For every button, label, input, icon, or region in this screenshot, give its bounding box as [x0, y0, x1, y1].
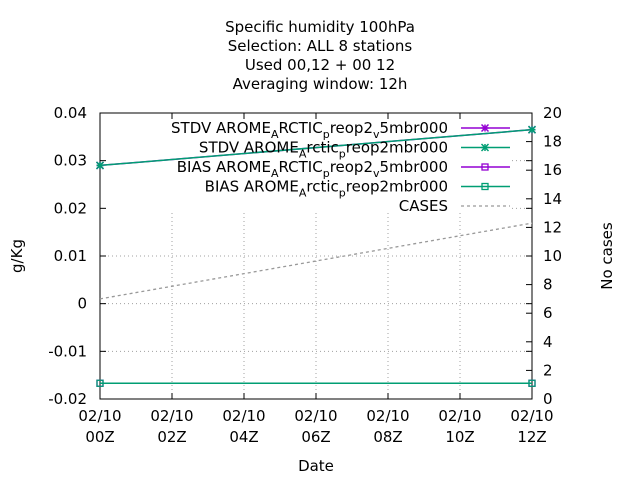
y2-axis-label: No cases — [598, 222, 616, 290]
x-tick-hour: 08Z — [373, 428, 402, 446]
legend-label-subscript: A — [271, 167, 279, 180]
y2-tick-label: 10 — [543, 247, 562, 265]
marker-stroke — [527, 125, 537, 134]
x-tick-date: 02/10 — [222, 407, 265, 425]
x-tick-date: 02/10 — [78, 407, 121, 425]
series-line-4 — [99, 222, 533, 300]
x-tick-hour: 04Z — [229, 428, 258, 446]
legend-swatch-marker — [481, 182, 489, 191]
y2-tick-label: 2 — [543, 361, 553, 379]
legend-label: CASES — [399, 197, 448, 215]
x-tick-hour: 06Z — [301, 428, 330, 446]
legend-label-subscript: A — [299, 187, 307, 200]
chart-title-line: Used 00,12 + 00 12 — [245, 56, 395, 74]
legend-label-part: CASES — [399, 197, 448, 215]
legend-label: STDV AROMEArcticpreop2mbr000 — [199, 139, 448, 161]
y2-tick-label: 16 — [543, 161, 562, 179]
marker-stroke — [95, 161, 105, 170]
x-axis-label: Date — [298, 457, 334, 475]
series-3-point — [96, 379, 104, 387]
legend-label-part: reop2mbr000 — [346, 139, 448, 157]
x-tick-date: 02/10 — [150, 407, 193, 425]
y2-tick-label: 0 — [543, 390, 553, 408]
y2-tick-label: 20 — [543, 104, 562, 122]
legend-label-part: rctic — [306, 178, 338, 196]
y2-tick-label: 8 — [543, 276, 553, 294]
legend-label-part: BIAS AROME — [205, 178, 299, 196]
x-tick-hour: 00Z — [85, 428, 114, 446]
chart-title-line: Selection: ALL 8 stations — [228, 37, 413, 55]
series-1-point — [527, 125, 537, 134]
x-tick-date: 02/10 — [510, 407, 553, 425]
y2-tick-label: 6 — [543, 304, 553, 322]
x-tick-hour: 10Z — [445, 428, 474, 446]
legend-swatch-marker — [481, 163, 489, 171]
legend-label-subscript: p — [339, 148, 346, 161]
legend-label-part: 5mbr000 — [380, 119, 448, 137]
legend-label-subscript: p — [323, 167, 330, 180]
legend-label-subscript: p — [323, 128, 330, 141]
legend-label-part: BIAS AROME — [177, 158, 271, 176]
legend-label-subscript: A — [271, 128, 279, 141]
y-tick-label: 0 — [77, 295, 87, 313]
legend-label-part: 5mbr000 — [380, 158, 448, 176]
y2-tick-label: 14 — [543, 190, 562, 208]
chart-title-line: Specific humidity 100hPa — [225, 18, 415, 36]
legend-label-subscript: p — [339, 187, 346, 200]
series-1-point — [95, 161, 105, 170]
legend-label-part: RCTIC — [278, 158, 322, 176]
y-tick-label: 0.02 — [54, 199, 87, 217]
legend-label-part: STDV AROME — [199, 139, 299, 157]
marker-stroke — [480, 123, 490, 133]
y-tick-label: 0.03 — [54, 152, 87, 170]
y-axis-label: g/Kg — [8, 239, 26, 273]
legend-label-subscript: v — [373, 128, 380, 141]
x-tick-date: 02/10 — [366, 407, 409, 425]
legend-label-subscript: v — [373, 167, 380, 180]
y-tick-label: 0.01 — [54, 247, 87, 265]
y-tick-label: -0.02 — [48, 390, 87, 408]
x-tick-hour: 12Z — [517, 428, 546, 446]
y-tick-label: -0.01 — [48, 342, 87, 360]
legend-swatch-marker — [480, 143, 490, 152]
y-tick-label: 0.04 — [54, 104, 87, 122]
y2-tick-label: 18 — [543, 133, 562, 151]
legend-label-part: reop2 — [330, 119, 373, 137]
x-tick-hour: 02Z — [157, 428, 186, 446]
x-tick-date: 02/10 — [294, 407, 337, 425]
series-3-point — [528, 379, 536, 387]
legend-label-part: rctic — [306, 139, 338, 157]
legend-label: BIAS AROMEArcticpreop2mbr000 — [205, 178, 448, 200]
legend-swatch-marker — [480, 123, 490, 133]
y2-tick-label: 12 — [543, 218, 562, 236]
y2-tick-label: 4 — [543, 333, 553, 351]
marker-stroke — [480, 143, 490, 152]
legend-label-part: reop2mbr000 — [346, 178, 448, 196]
legend-label: BIAS AROMEARCTICpreop2v5mbr000 — [177, 158, 448, 180]
legend-label-part: RCTIC — [278, 119, 322, 137]
x-tick-date: 02/10 — [438, 407, 481, 425]
legend-label-part: STDV AROME — [171, 119, 271, 137]
series-line-1 — [99, 128, 533, 167]
legend-label-subscript: A — [299, 148, 307, 161]
legend-label: STDV AROMEARCTICpreop2v5mbr000 — [171, 119, 448, 141]
legend-label-part: reop2 — [330, 158, 373, 176]
chart-title-line: Averaging window: 12h — [233, 75, 408, 93]
